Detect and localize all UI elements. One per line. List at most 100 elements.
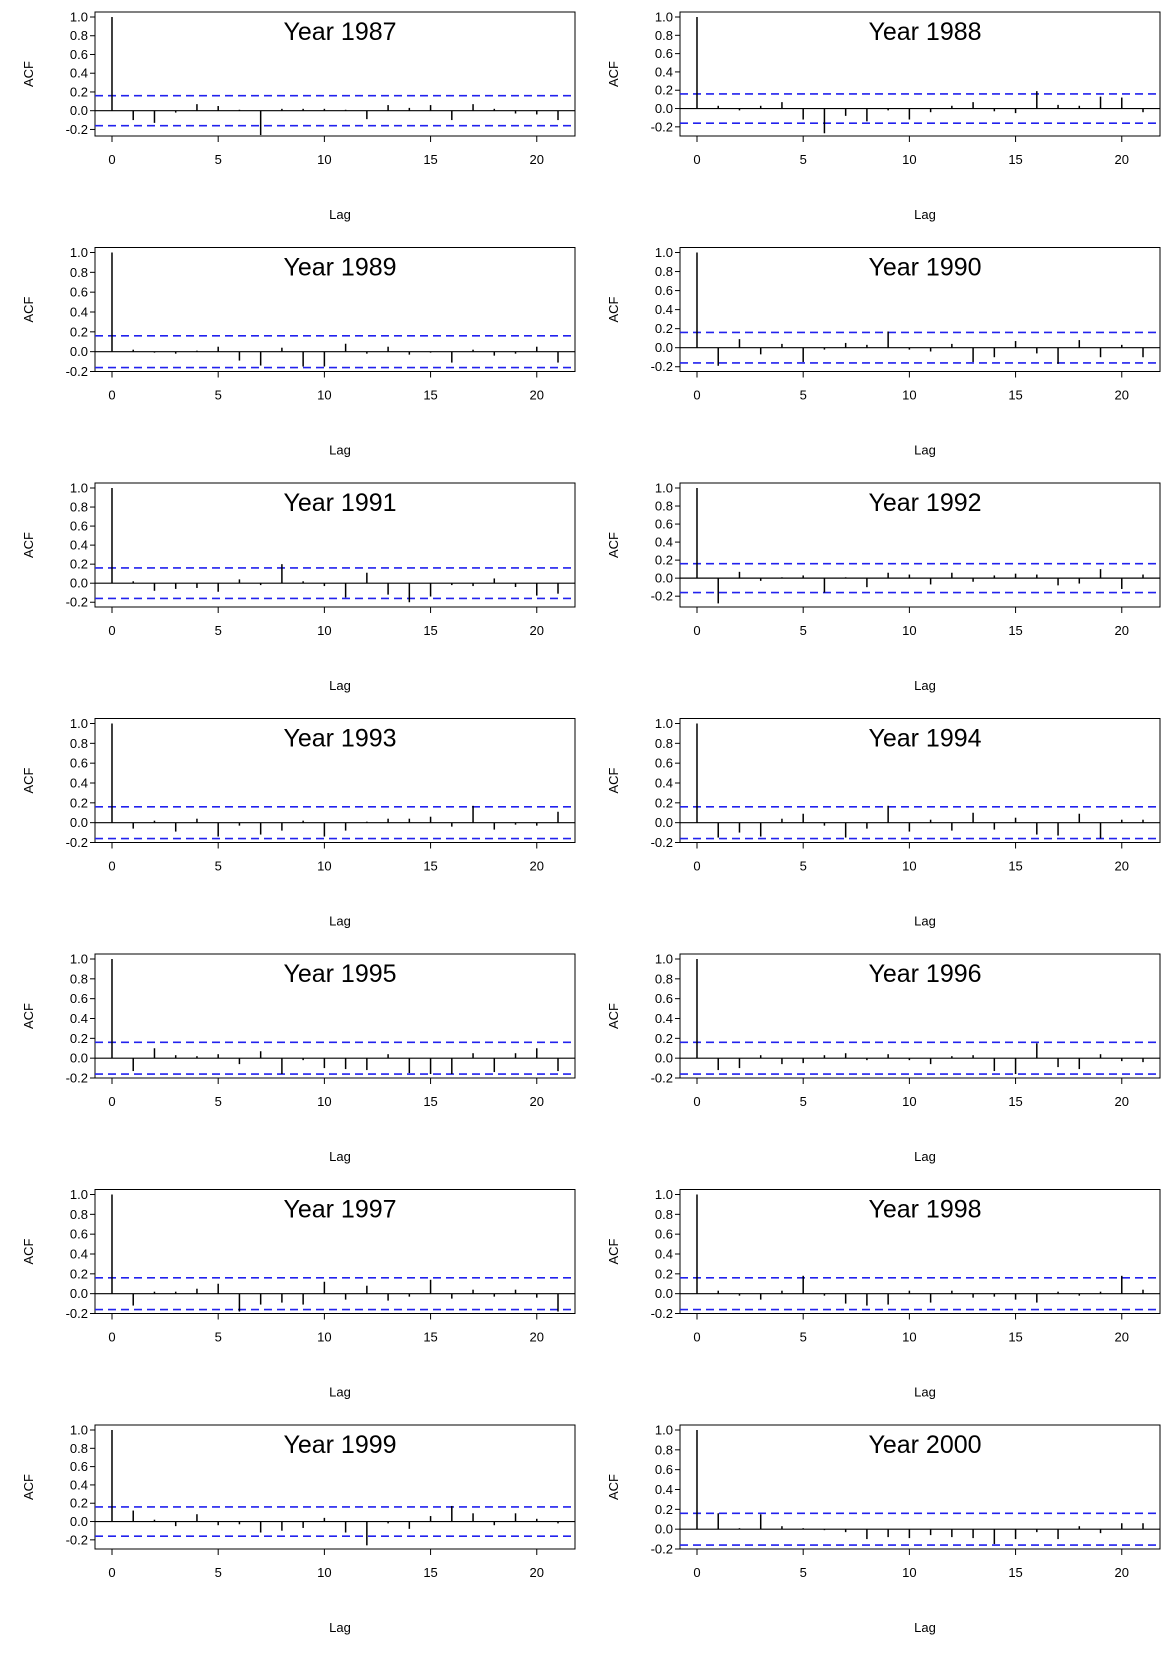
x-tick-label: 20 (1115, 1330, 1129, 1345)
x-tick-label: 20 (530, 1330, 544, 1345)
y-tick-label: 0.4 (70, 1011, 88, 1026)
x-tick-label: 5 (800, 859, 807, 874)
y-tick-label: 1.0 (655, 1187, 673, 1202)
y-tick-label: 0.4 (655, 302, 673, 317)
y-tick-label: 0.2 (70, 1496, 88, 1511)
x-tick-label: 20 (1115, 1094, 1129, 1109)
plot-frame (94, 11, 576, 137)
y-tick-label: 0.6 (655, 1227, 673, 1242)
plot-frame (679, 482, 1161, 608)
x-tick-label: 15 (1008, 859, 1022, 874)
y-axis-label: ACF (606, 296, 621, 322)
y-tick-label: -0.2 (651, 1542, 673, 1557)
plot-frame (679, 1189, 1161, 1314)
x-axis-label: Lag (329, 1385, 351, 1400)
x-tick-label: 10 (317, 859, 331, 874)
panel-title: Year 1989 (283, 254, 396, 282)
y-axis-label: ACF (21, 1003, 36, 1029)
x-tick-label: 5 (215, 1094, 222, 1109)
y-tick-label: 0.6 (70, 47, 88, 62)
y-tick-label: -0.2 (66, 835, 88, 850)
x-tick-label: 10 (317, 1565, 331, 1580)
y-tick-label: 0.2 (655, 1266, 673, 1281)
x-tick-label: 20 (1115, 388, 1129, 403)
panel-title: Year 1992 (868, 489, 981, 517)
y-tick-label: 0.4 (70, 1477, 88, 1492)
x-tick-label: 20 (530, 1094, 544, 1109)
x-axis-label: Lag (914, 1385, 936, 1400)
plot-frame (94, 1424, 576, 1550)
y-tick-label: 0.0 (655, 815, 673, 830)
x-axis-label: Lag (329, 678, 351, 693)
x-tick-label: 15 (1008, 1565, 1022, 1580)
y-tick-label: 0.0 (655, 571, 673, 586)
y-tick-label: 0.0 (655, 340, 673, 355)
x-tick-label: 15 (1008, 152, 1022, 167)
x-tick-label: 5 (800, 1565, 807, 1580)
y-tick-label: 0.2 (655, 553, 673, 568)
y-tick-label: 0.6 (70, 519, 88, 534)
acf-panel-3: -0.2 0.0 0.2 0.4 0.6 0.8 1.0 0 5 10 15 20 Year 1989 L… (21, 245, 576, 458)
y-tick-label: 1.0 (655, 10, 673, 25)
y-tick-label: 1.0 (70, 10, 88, 25)
y-tick-label: 0.2 (655, 1031, 673, 1046)
y-tick-label: 0.8 (655, 1207, 673, 1222)
y-tick-label: 0.0 (70, 815, 88, 830)
y-tick-label: 0.0 (70, 576, 88, 591)
x-tick-label: 15 (1008, 623, 1022, 638)
x-tick-label: 15 (423, 1330, 437, 1345)
y-tick-label: 0.4 (70, 538, 88, 553)
x-tick-label: 0 (693, 623, 700, 638)
y-tick-label: 0.2 (70, 1031, 88, 1046)
x-tick-label: 5 (215, 1330, 222, 1345)
y-tick-label: 0.6 (655, 1462, 673, 1477)
panel-title: Year 1991 (283, 489, 396, 517)
acf-panel-1: -0.2 0.0 0.2 0.4 0.6 0.8 1.0 0 5 10 15 20 Year 1987 L… (21, 10, 576, 222)
y-tick-label: 0.6 (70, 756, 88, 771)
y-tick-label: 0.0 (655, 1051, 673, 1066)
y-axis-label: ACF (606, 532, 621, 558)
acf-panel-8: -0.2 0.0 0.2 0.4 0.6 0.8 1.0 0 5 10 15 20 Year 1994 L… (606, 716, 1161, 929)
y-tick-label: 0.8 (70, 265, 88, 280)
y-tick-label: 0.0 (70, 1514, 88, 1529)
x-tick-label: 5 (800, 1330, 807, 1345)
x-tick-label: 5 (800, 623, 807, 638)
acf-panel-9: -0.2 0.0 0.2 0.4 0.6 0.8 1.0 0 5 10 15 20 Year 1995 L… (21, 952, 576, 1164)
y-tick-label: -0.2 (66, 1532, 88, 1547)
y-tick-label: -0.2 (66, 364, 88, 379)
y-tick-label: 0.4 (70, 305, 88, 320)
panel-title: Year 1999 (283, 1431, 396, 1459)
x-tick-label: 20 (530, 388, 544, 403)
y-tick-label: 1.0 (70, 716, 88, 731)
y-tick-label: 1.0 (655, 245, 673, 260)
y-tick-label: 0.8 (70, 1441, 88, 1456)
x-axis-label: Lag (914, 207, 936, 222)
y-tick-label: 0.2 (70, 795, 88, 810)
x-tick-label: 0 (693, 1330, 700, 1345)
x-tick-label: 20 (1115, 152, 1129, 167)
y-tick-label: -0.2 (651, 589, 673, 604)
y-tick-label: 0.8 (655, 499, 673, 514)
x-tick-label: 15 (423, 1565, 437, 1580)
y-tick-label: -0.2 (66, 595, 88, 610)
y-tick-label: -0.2 (66, 1071, 88, 1086)
x-tick-label: 10 (902, 1330, 916, 1345)
x-tick-label: 10 (317, 1330, 331, 1345)
y-tick-label: 0.4 (655, 1247, 673, 1262)
y-tick-label: 1.0 (655, 716, 673, 731)
y-tick-label: 0.0 (70, 103, 88, 118)
panel-title: Year 1987 (283, 18, 396, 46)
x-tick-label: 15 (1008, 388, 1022, 403)
x-tick-label: 15 (423, 1094, 437, 1109)
x-tick-label: 10 (902, 388, 916, 403)
acf-panel-12: -0.2 0.0 0.2 0.4 0.6 0.8 1.0 0 5 10 15 20 Year 1998 L… (606, 1187, 1161, 1400)
x-tick-label: 10 (317, 623, 331, 638)
y-tick-label: 0.4 (655, 64, 673, 79)
x-tick-label: 5 (215, 152, 222, 167)
x-tick-label: 0 (108, 1094, 115, 1109)
x-tick-label: 15 (423, 152, 437, 167)
x-tick-label: 10 (317, 388, 331, 403)
x-axis-label: Lag (914, 1149, 936, 1164)
x-tick-label: 0 (693, 1094, 700, 1109)
